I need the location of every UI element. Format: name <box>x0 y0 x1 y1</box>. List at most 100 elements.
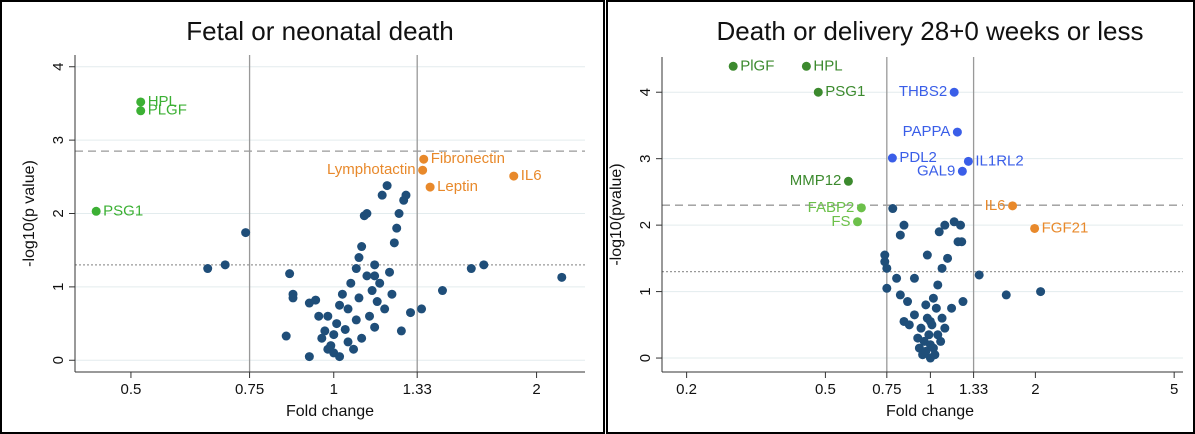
point <box>332 319 342 329</box>
y-tick-label: 1 <box>637 287 654 295</box>
x-tick-label: 1.33 <box>959 381 988 398</box>
point <box>916 323 926 333</box>
point <box>406 308 416 318</box>
point-label: PLGF <box>148 102 187 119</box>
point <box>940 220 950 230</box>
point <box>887 153 897 163</box>
point <box>880 250 890 260</box>
point <box>957 166 967 176</box>
point <box>343 337 353 347</box>
point <box>382 181 392 191</box>
point <box>343 304 353 314</box>
point <box>963 156 973 166</box>
point <box>931 303 941 313</box>
point <box>370 260 380 270</box>
point <box>466 264 476 274</box>
chart-title: Death or delivery 28+0 weeks or less <box>716 16 1143 46</box>
point <box>930 350 940 360</box>
panel-border <box>0 0 605 434</box>
panel-border <box>606 0 1195 434</box>
point <box>1008 201 1018 211</box>
point <box>370 322 380 332</box>
point <box>281 331 291 341</box>
point <box>479 260 489 270</box>
point <box>317 333 327 343</box>
point <box>401 190 411 200</box>
point-label: FS <box>831 213 850 230</box>
point <box>936 336 946 346</box>
point <box>957 237 967 247</box>
point <box>285 269 295 279</box>
point <box>241 228 251 238</box>
point <box>346 278 356 288</box>
x-tick-label: 0.75 <box>235 381 264 398</box>
point <box>952 127 962 137</box>
point <box>958 297 968 307</box>
x-tick-label: 0.5 <box>121 381 142 398</box>
point <box>895 290 905 300</box>
point <box>928 293 938 303</box>
point <box>335 300 345 310</box>
point <box>367 286 377 296</box>
point <box>357 333 367 343</box>
point <box>925 316 935 326</box>
point <box>888 204 898 214</box>
point-label: PlGF <box>740 57 774 74</box>
point <box>892 273 902 283</box>
y-tick-label: 0 <box>50 356 67 364</box>
point <box>921 300 931 310</box>
y-tick-label: 3 <box>637 155 654 163</box>
point-label: FABP2 <box>808 199 855 216</box>
point <box>947 303 957 313</box>
point <box>392 223 402 233</box>
x-tick-label: 1.33 <box>403 381 432 398</box>
point <box>340 324 350 334</box>
point-label: FGF21 <box>1042 219 1089 236</box>
point <box>813 87 823 97</box>
point <box>304 352 314 362</box>
point <box>904 320 914 330</box>
point <box>882 283 892 293</box>
x-tick-label: 0.75 <box>872 381 901 398</box>
point <box>377 190 387 200</box>
point <box>921 346 931 356</box>
x-axis-title: Fold change <box>286 403 374 420</box>
point <box>903 297 913 307</box>
point <box>323 311 333 321</box>
y-tick-label: 1 <box>50 283 67 291</box>
point <box>354 253 364 263</box>
point <box>91 206 101 216</box>
point <box>922 250 932 260</box>
point <box>843 176 853 186</box>
point <box>924 330 934 340</box>
point-label: Leptin <box>437 178 478 195</box>
point-label: PSG1 <box>825 83 865 100</box>
point <box>418 165 428 175</box>
x-tick-label: 2 <box>532 381 540 398</box>
point-label: GAL9 <box>917 162 955 179</box>
point <box>326 341 336 351</box>
point <box>396 326 406 336</box>
point-label: THBS2 <box>899 83 947 100</box>
point-label: PAPPA <box>903 123 951 140</box>
point <box>351 315 361 325</box>
x-tick-label: 1 <box>330 381 338 398</box>
point <box>1001 290 1011 300</box>
point <box>387 289 397 299</box>
point <box>728 61 738 71</box>
x-tick-label: 1 <box>926 381 934 398</box>
point <box>437 286 447 296</box>
point <box>895 230 905 240</box>
point <box>856 203 866 213</box>
point <box>937 313 947 323</box>
point <box>801 61 811 71</box>
point <box>311 295 321 305</box>
point <box>380 304 390 314</box>
point <box>375 278 385 288</box>
point <box>136 106 146 116</box>
y-tick-label: 3 <box>50 136 67 144</box>
point-label: HPL <box>813 57 842 74</box>
point-label: Lymphotactin <box>327 161 416 178</box>
point-label: PSG1 <box>103 202 143 219</box>
point <box>329 330 339 340</box>
